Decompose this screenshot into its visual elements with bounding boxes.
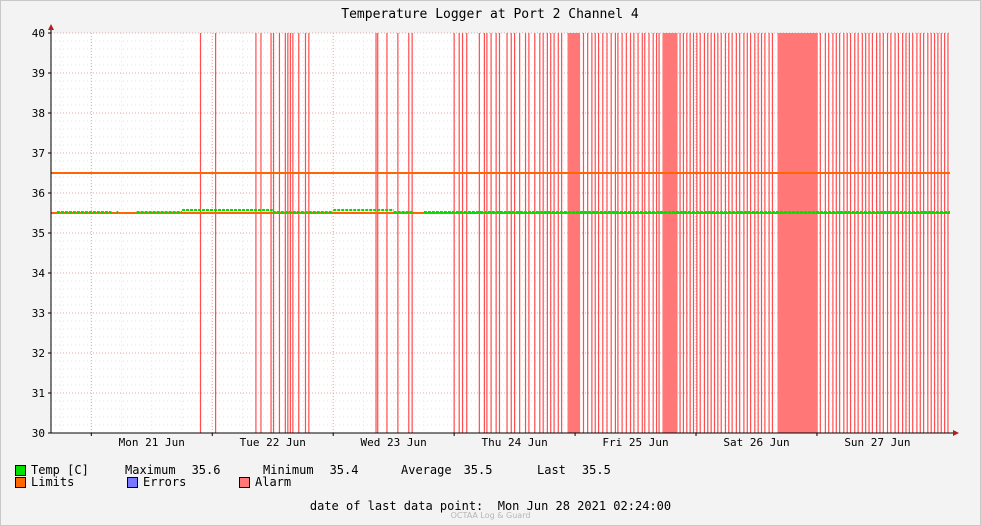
stat-last-value: 35.5 (581, 463, 611, 477)
x-axis-arrow (953, 430, 959, 436)
stat-last: Last 35.5 (537, 463, 611, 477)
stat-average-label: Average (401, 463, 452, 477)
stat-last-label: Last (537, 463, 566, 477)
stat-maximum-value: 35.6 (191, 463, 221, 477)
legend-swatch-alarm (239, 476, 250, 488)
x-tick-label: Tue 22 Jun (240, 436, 306, 449)
y-tick-label: 35 (32, 227, 45, 240)
legend-item-errors: Errors (127, 475, 239, 489)
x-tick-label: Wed 23 Jun (361, 436, 427, 449)
chart-title: Temperature Logger at Port 2 Channel 4 (341, 7, 639, 22)
y-axis-arrow (48, 24, 54, 30)
y-tick-label: 34 (32, 267, 46, 280)
y-tick-label: 39 (32, 67, 45, 80)
y-tick-label: 33 (32, 307, 45, 320)
legend-label-errors: Errors (143, 475, 187, 489)
legend-swatch-limits (15, 476, 26, 488)
legend-item-alarm: Alarm (239, 475, 291, 489)
stat-average: Average 35.5 (401, 463, 537, 477)
x-tick-label: Sun 27 Jun (844, 436, 910, 449)
legend-row-1: Temp [C] Maximum 35.6 Minimum 35.4 Avera… (15, 463, 611, 477)
y-tick-label: 31 (32, 387, 45, 400)
x-tick-label: Mon 21 Jun (119, 436, 185, 449)
x-tick-label: Sat 26 Jun (723, 436, 789, 449)
legend-label-temp: Temp [C] (31, 463, 89, 477)
alarm-band (777, 33, 818, 433)
legend-row-2: Limits Errors Alarm (15, 475, 291, 489)
legend-item-temp: Temp [C] (15, 463, 125, 477)
legend-label-limits: Limits (31, 475, 75, 489)
legend-label-alarm: Alarm (255, 475, 292, 489)
y-tick-label: 30 (32, 427, 45, 440)
x-tick-label: Thu 24 Jun (481, 436, 547, 449)
stat-average-value: 35.5 (463, 463, 493, 477)
x-tick-label: Fri 25 Jun (602, 436, 668, 449)
stat-minimum: Minimum 35.4 (263, 463, 401, 477)
last-data-point: date of last data point: Mon Jun 28 2021… (309, 499, 672, 513)
legend-item-limits: Limits (15, 475, 127, 489)
stat-maximum-label: Maximum (125, 463, 176, 477)
y-tick-label: 38 (32, 107, 45, 120)
alarm-band (662, 33, 678, 433)
y-tick-label: 32 (32, 347, 45, 360)
alarm-band (576, 33, 581, 433)
stat-maximum: Maximum 35.6 (125, 463, 263, 477)
y-tick-label: 37 (32, 147, 45, 160)
stat-minimum-label: Minimum (263, 463, 314, 477)
alarm-band (567, 33, 580, 433)
watermark: OCTAA Log & Guard (450, 511, 531, 520)
legend-swatch-errors (127, 476, 138, 488)
y-tick-label: 36 (32, 187, 45, 200)
y-tick-label: 40 (32, 27, 45, 40)
legend-swatch-temp (15, 464, 26, 476)
stat-minimum-value: 35.4 (329, 463, 359, 477)
